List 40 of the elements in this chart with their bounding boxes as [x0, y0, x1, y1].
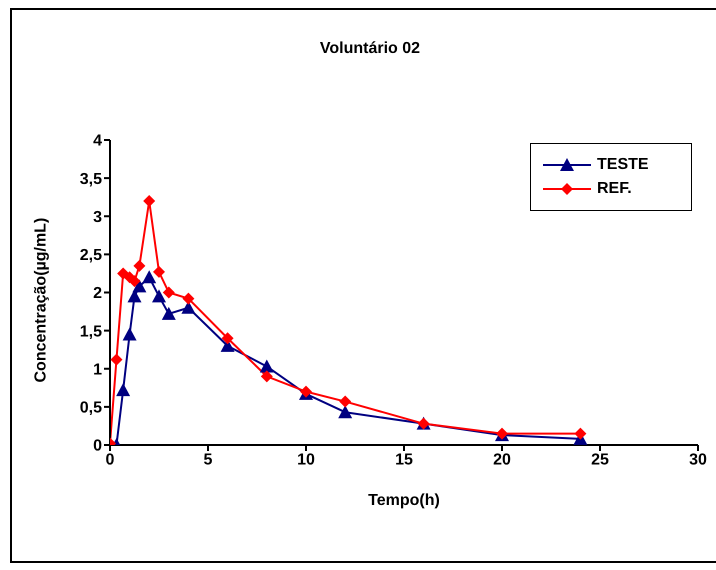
point: [142, 270, 156, 284]
legend-label: REF.: [597, 180, 632, 198]
point: [133, 260, 146, 272]
y-tick-label: 2,5: [80, 247, 102, 264]
chart-title: Voluntário 02: [318, 40, 422, 58]
y-tick-label: 0: [93, 438, 102, 455]
y-tick-label: 3: [93, 208, 102, 226]
y-tick-label: 4: [93, 132, 102, 150]
point: [143, 195, 156, 207]
y-axis-title: Concentração(µg/mL): [32, 218, 50, 382]
x-tick-label: 30: [689, 451, 707, 468]
point: [260, 359, 274, 372]
x-tick-label: 15: [395, 451, 413, 468]
x-tick-label: 0: [106, 451, 115, 468]
x-tick-label: 20: [493, 451, 511, 468]
point: [162, 286, 175, 298]
x-tick-label: 5: [204, 451, 213, 468]
point: [222, 332, 234, 344]
y-tick-label: 2: [93, 285, 102, 302]
point: [574, 428, 586, 440]
legend-label: TESTE: [597, 156, 649, 174]
point: [122, 327, 137, 340]
y-tick-label: 0,5: [80, 400, 102, 417]
point: [260, 370, 273, 382]
point: [110, 354, 122, 366]
point: [338, 405, 352, 418]
x-tick-label: 10: [297, 451, 315, 468]
x-tick-label: 25: [591, 451, 609, 468]
point: [132, 279, 146, 292]
y-tick-label: 1: [93, 361, 102, 378]
x-axis-title: Tempo(h): [368, 492, 440, 509]
y-tick-label: 1,5: [80, 323, 102, 340]
point: [153, 266, 165, 278]
point: [152, 289, 166, 302]
point: [182, 292, 194, 305]
y-tick-label: 3,5: [80, 170, 102, 188]
point: [339, 396, 352, 408]
point: [162, 306, 176, 320]
point: [116, 383, 130, 396]
point: [128, 275, 140, 288]
